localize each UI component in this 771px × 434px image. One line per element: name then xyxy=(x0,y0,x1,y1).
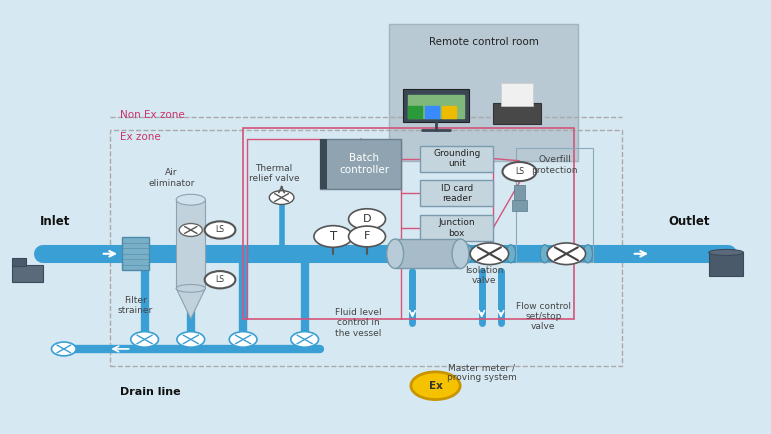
Circle shape xyxy=(470,243,509,265)
Bar xyxy=(320,139,401,189)
Bar xyxy=(176,200,205,288)
Text: Batch
controller: Batch controller xyxy=(339,153,389,175)
Ellipse shape xyxy=(176,194,205,205)
Bar xyxy=(395,239,460,269)
Bar xyxy=(122,237,150,270)
Text: LS: LS xyxy=(216,275,224,284)
Ellipse shape xyxy=(386,239,403,269)
Bar xyxy=(493,103,541,124)
Text: Inlet: Inlet xyxy=(39,215,69,228)
Text: Isolation
valve: Isolation valve xyxy=(465,266,503,285)
Text: Junction
box: Junction box xyxy=(439,218,475,237)
Bar xyxy=(389,24,578,161)
Bar xyxy=(425,106,439,118)
Text: Drain line: Drain line xyxy=(120,387,181,397)
Bar xyxy=(420,215,493,241)
Ellipse shape xyxy=(584,245,593,263)
Bar xyxy=(514,184,525,202)
Bar xyxy=(420,180,493,206)
Text: Air
eliminator: Air eliminator xyxy=(148,168,195,188)
Circle shape xyxy=(411,372,460,400)
Bar xyxy=(243,128,574,319)
Circle shape xyxy=(547,243,586,265)
Circle shape xyxy=(131,332,159,347)
Polygon shape xyxy=(176,288,205,319)
Bar xyxy=(110,131,621,366)
Bar xyxy=(408,95,464,118)
Text: LS: LS xyxy=(216,226,224,234)
Circle shape xyxy=(348,226,386,247)
Bar xyxy=(709,253,743,276)
Text: Outlet: Outlet xyxy=(668,215,710,228)
Bar xyxy=(420,146,493,171)
Bar xyxy=(12,266,43,282)
Text: D: D xyxy=(363,214,372,224)
Bar xyxy=(12,258,26,266)
Circle shape xyxy=(314,226,352,247)
Text: Remote control room: Remote control room xyxy=(429,37,539,47)
Bar xyxy=(442,106,456,118)
Circle shape xyxy=(269,191,294,204)
Circle shape xyxy=(52,342,76,356)
Text: F: F xyxy=(364,231,370,241)
Circle shape xyxy=(177,332,204,347)
Text: Flow control
set/stop
valve: Flow control set/stop valve xyxy=(516,302,571,332)
Ellipse shape xyxy=(386,243,394,265)
Bar xyxy=(408,106,422,118)
Circle shape xyxy=(348,209,386,230)
Text: Non Ex zone: Non Ex zone xyxy=(120,110,185,120)
Bar xyxy=(517,148,594,263)
Ellipse shape xyxy=(507,245,516,263)
Text: Master meter /
proving system: Master meter / proving system xyxy=(447,363,517,382)
Circle shape xyxy=(204,271,235,288)
Circle shape xyxy=(503,162,537,181)
Ellipse shape xyxy=(461,243,469,265)
Ellipse shape xyxy=(463,245,473,263)
Circle shape xyxy=(179,224,202,237)
Bar xyxy=(501,83,534,106)
Bar xyxy=(512,200,527,210)
Text: ID card
reader: ID card reader xyxy=(440,184,473,203)
Ellipse shape xyxy=(176,285,205,292)
Text: Ex zone: Ex zone xyxy=(120,132,160,142)
Bar xyxy=(403,89,469,122)
Text: Fluid level
control in
the vessel: Fluid level control in the vessel xyxy=(335,308,382,338)
Circle shape xyxy=(229,332,257,347)
Text: Grounding
unit: Grounding unit xyxy=(433,149,480,168)
Text: Filter
strainer: Filter strainer xyxy=(118,296,153,316)
Text: T: T xyxy=(329,230,337,243)
Text: Ex: Ex xyxy=(429,381,443,391)
Circle shape xyxy=(204,221,235,239)
Text: LS: LS xyxy=(515,167,524,176)
Text: Overfill
protection: Overfill protection xyxy=(531,155,578,175)
Ellipse shape xyxy=(709,250,743,256)
Text: Thermal
relief valve: Thermal relief valve xyxy=(248,164,299,184)
Ellipse shape xyxy=(540,245,550,263)
Circle shape xyxy=(291,332,318,347)
Bar xyxy=(320,139,327,189)
Ellipse shape xyxy=(452,239,469,269)
